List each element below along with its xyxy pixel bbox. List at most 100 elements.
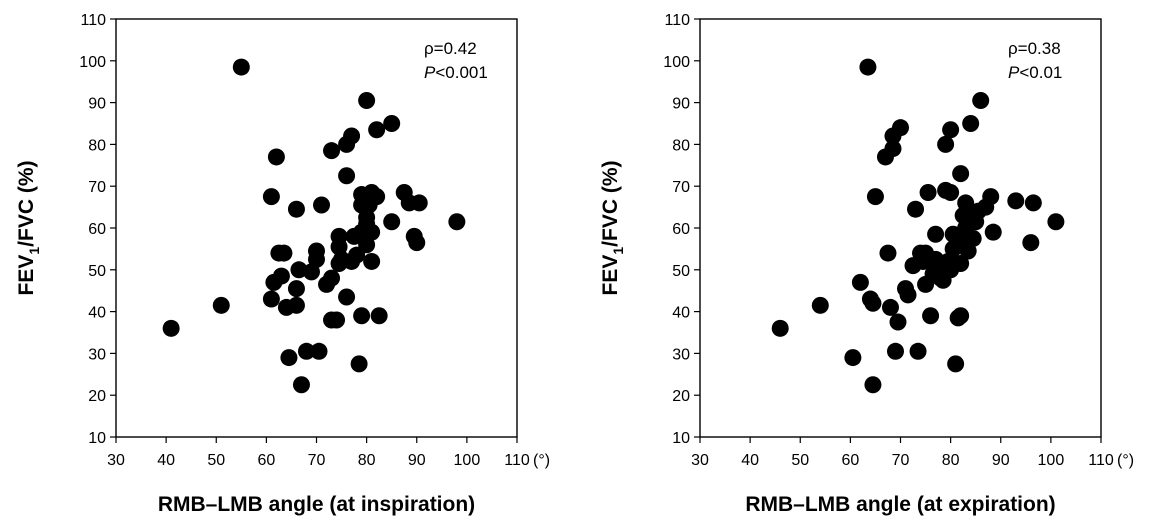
data-point — [864, 294, 882, 312]
x-tick-label: 70 — [892, 452, 910, 469]
data-point — [368, 121, 386, 139]
x-axis: 30 40 50 60 70 80 90 100 110 — [691, 437, 1114, 469]
y-tick-label: 20 — [672, 388, 690, 405]
y-tick-label: 70 — [672, 179, 690, 196]
data-point — [864, 376, 882, 394]
x-tick-label: 40 — [157, 452, 175, 469]
y-axis: 10 20 30 40 50 60 70 80 90 100 110 — [79, 12, 116, 447]
data-point — [909, 342, 927, 360]
data-point — [952, 307, 970, 325]
data-point — [262, 290, 280, 308]
x-axis: 30 40 50 60 70 80 90 100 110 — [107, 437, 530, 469]
data-point — [811, 296, 829, 314]
y-tick-label: 80 — [88, 137, 106, 154]
y-tick-label: 80 — [672, 137, 690, 154]
p-symbol: P — [1008, 63, 1020, 82]
p-value: <0.001 — [435, 63, 487, 82]
data-point — [879, 244, 897, 262]
x-tick-label: 80 — [942, 452, 960, 469]
data-point — [972, 92, 990, 110]
y-tick-label: 100 — [79, 54, 106, 71]
data-point — [287, 200, 305, 218]
data-point — [952, 165, 970, 183]
p-value: <0.01 — [1019, 63, 1062, 82]
data-point — [942, 121, 960, 139]
y-label-subscript: 1 — [26, 247, 42, 255]
data-point — [358, 92, 376, 110]
x-tick-label: 50 — [791, 452, 809, 469]
data-point — [383, 115, 401, 132]
data-point — [212, 296, 230, 314]
x-tick-label: 60 — [257, 452, 275, 469]
data-point — [272, 267, 290, 285]
x-tick-label: 80 — [358, 452, 376, 469]
data-point — [962, 115, 980, 132]
data-point — [310, 342, 328, 360]
y-tick-label: 30 — [88, 346, 106, 363]
p-value-annotation: P<0.001 — [424, 63, 488, 82]
data-point — [313, 196, 331, 214]
data-point — [964, 229, 982, 247]
y-axis: 10 20 30 40 50 60 70 80 90 100 110 — [663, 12, 700, 447]
data-point — [982, 188, 1000, 206]
x-tick-label: 90 — [992, 452, 1010, 469]
data-point — [937, 135, 955, 153]
data-point — [889, 313, 907, 331]
data-point — [290, 261, 308, 279]
data-point — [287, 280, 305, 298]
data-point — [1022, 234, 1040, 252]
data-point — [275, 244, 293, 262]
y-label-rest: /FVC (%) — [599, 161, 622, 247]
data-points — [771, 58, 1065, 394]
data-point — [1007, 192, 1025, 210]
y-tick-label: 40 — [88, 305, 106, 322]
data-point — [410, 194, 428, 212]
x-tick-label: 70 — [308, 452, 326, 469]
x-tick-label: 30 — [691, 452, 709, 469]
data-point — [323, 269, 341, 287]
x-axis-label: RMB–LMB angle (at expiration) — [745, 493, 1055, 516]
data-point — [338, 288, 356, 306]
y-tick-label: 90 — [672, 96, 690, 113]
data-points — [162, 58, 466, 394]
data-point — [952, 255, 970, 273]
data-point — [771, 319, 789, 337]
data-point — [947, 355, 965, 373]
data-point — [297, 342, 315, 360]
y-tick-label: 100 — [663, 54, 690, 71]
rho-annotation: ρ=0.38 — [1008, 39, 1061, 58]
x-tick-label: 100 — [454, 452, 481, 469]
data-point — [984, 223, 1002, 241]
y-label-rest: /FVC (%) — [15, 161, 38, 247]
data-point — [287, 296, 305, 314]
data-point — [353, 307, 371, 325]
data-point — [922, 307, 940, 325]
y-tick-label: 30 — [672, 346, 690, 363]
p-value-annotation: P<0.01 — [1008, 63, 1062, 82]
data-point — [267, 148, 285, 166]
y-axis-label: FEV1/FVC (%) — [599, 161, 626, 296]
data-point — [919, 183, 937, 201]
x-tick-label: 110 — [504, 452, 530, 469]
y-tick-label: 50 — [672, 263, 690, 280]
y-tick-label: 10 — [672, 430, 690, 447]
y-label-subscript: 1 — [610, 247, 626, 255]
data-point — [448, 213, 466, 231]
data-point — [338, 167, 356, 185]
data-point — [927, 225, 945, 243]
y-axis-label: FEV1/FVC (%) — [15, 161, 42, 296]
x-tick-label: 60 — [841, 452, 859, 469]
data-point — [370, 307, 388, 325]
data-point — [232, 58, 250, 76]
x-unit-label: (°) — [1117, 452, 1134, 469]
data-point — [363, 223, 381, 241]
y-tick-label: 50 — [88, 263, 106, 280]
data-point — [1024, 194, 1042, 212]
data-point — [408, 234, 426, 252]
x-axis-label: RMB–LMB angle (at inspiration) — [158, 493, 475, 516]
data-point — [328, 311, 346, 329]
data-point — [383, 213, 401, 231]
y-label-main: FEV — [599, 255, 622, 296]
